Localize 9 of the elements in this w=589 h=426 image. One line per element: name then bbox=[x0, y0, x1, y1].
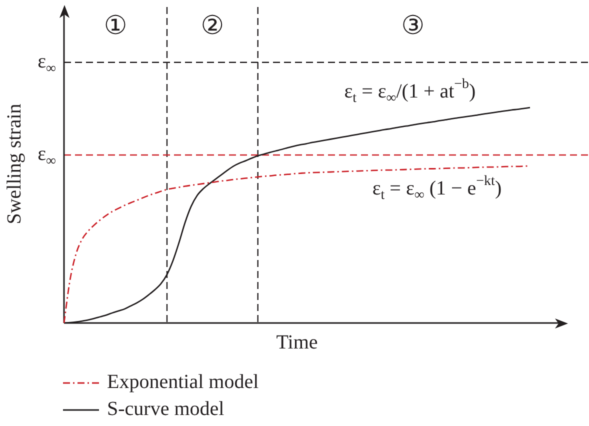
legend-label: S-curve model bbox=[107, 398, 224, 421]
text: ③ bbox=[401, 10, 425, 40]
x-axis-title: Time bbox=[276, 331, 318, 354]
legend-label: Exponential model bbox=[107, 371, 259, 394]
ref-line-label: ε∞ bbox=[38, 50, 56, 76]
ref-line-label: ε∞ bbox=[38, 143, 56, 170]
y-axis-title: Swelling strain bbox=[3, 104, 26, 224]
text: ① bbox=[104, 10, 128, 40]
text: ② bbox=[200, 10, 224, 40]
